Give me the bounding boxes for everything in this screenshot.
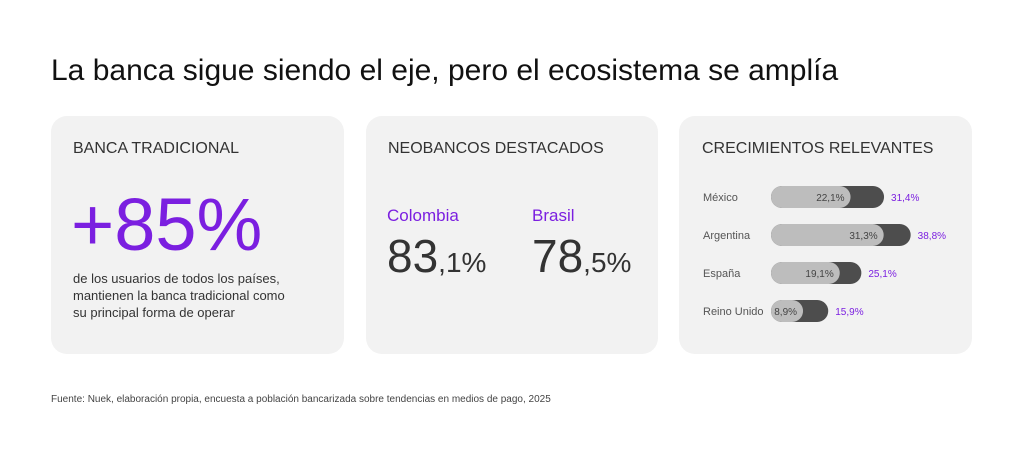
percentage: 78,5% (532, 230, 631, 282)
description-line: de los usuarios de todos los países, (73, 271, 280, 286)
value-int: 78 (532, 230, 583, 282)
card-heading: NEOBANCOS DESTACADOS (388, 140, 604, 157)
previous-label: 19,1% (805, 269, 833, 280)
previous-label: 22,1% (816, 193, 844, 204)
description-line: mantienen la banca tradicional como (73, 288, 285, 303)
card (366, 116, 658, 354)
previous-label: 31,3% (849, 231, 877, 242)
card-heading: BANCA TRADICIONAL (73, 140, 239, 157)
category-label: Argentina (703, 230, 751, 242)
current-label: 31,4% (891, 193, 919, 204)
value-int: 83 (387, 230, 438, 282)
current-label: 25,1% (868, 269, 896, 280)
page-title: La banca sigue siendo el eje, pero el ec… (51, 54, 838, 87)
description-line: su principal forma de operar (73, 305, 236, 320)
category-label: Reino Unido (703, 306, 764, 318)
value-dec: ,5% (583, 247, 631, 278)
country: Brasil (532, 206, 575, 225)
bar-previous (771, 300, 804, 322)
big-figure: +85% (71, 183, 262, 266)
category-label: México (703, 192, 738, 204)
bar-previous (771, 262, 840, 284)
country: Colombia (387, 206, 459, 225)
value-dec: ,1% (438, 247, 486, 278)
category-label: España (703, 268, 741, 280)
card (51, 116, 344, 354)
card-heading: CRECIMIENTOS RELEVANTES (702, 140, 933, 157)
percentage: 83,1% (387, 230, 486, 282)
bar-previous (771, 186, 851, 208)
bar-previous (771, 224, 884, 246)
source: Fuente: Nuek, elaboración propia, encues… (51, 394, 551, 405)
current-label: 38,8% (918, 231, 946, 242)
previous-label: 8,9% (774, 307, 797, 318)
current-label: 15,9% (835, 307, 863, 318)
